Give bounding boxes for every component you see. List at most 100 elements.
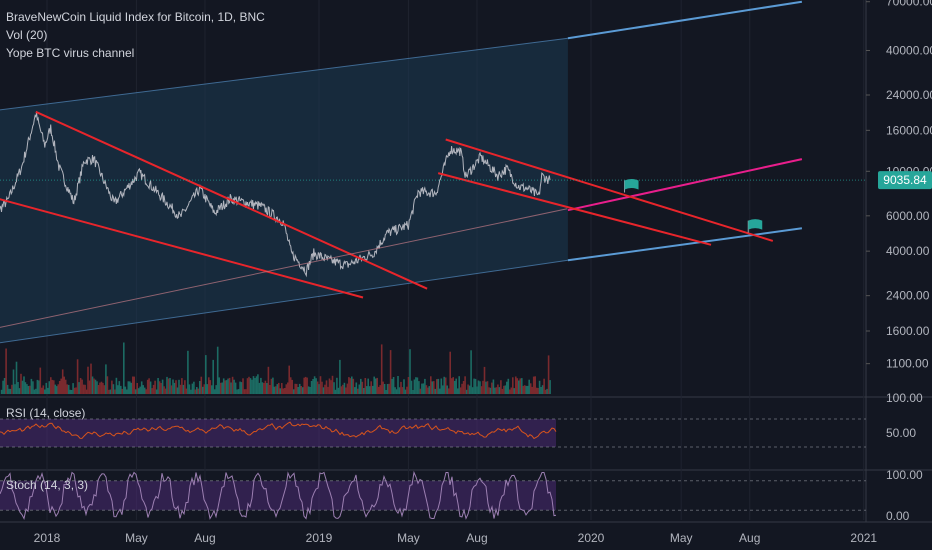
volume-bar [263, 383, 265, 394]
volume-bar [91, 376, 94, 394]
flag-icon[interactable] [624, 178, 639, 193]
volume-bar [330, 380, 332, 394]
volume-bar [328, 378, 331, 394]
volume-bar [345, 387, 347, 394]
volume-bar [483, 366, 486, 394]
trend-line-upper-short [445, 138, 774, 242]
volume-bar [199, 381, 201, 394]
volume-bar [172, 379, 174, 394]
volume-bar [370, 381, 372, 394]
volume-bar [158, 381, 161, 394]
volume-bar [60, 378, 62, 394]
volume-bar [8, 388, 10, 394]
volume-bar [297, 387, 299, 394]
volume-bar [289, 377, 292, 394]
volume-bar [231, 376, 234, 394]
volume-bar [36, 379, 39, 394]
volume-bar [535, 387, 538, 394]
volume-bar [449, 351, 451, 394]
volume-bar [546, 388, 548, 394]
volume-bar [108, 389, 110, 394]
volume-bar [433, 381, 435, 394]
volume-bar [547, 355, 550, 394]
volume-bar [181, 378, 183, 394]
price-tick-label: 1600.00 [886, 324, 930, 338]
last-price-tag: 9035.84 [878, 171, 932, 190]
flag-icon[interactable] [747, 219, 763, 233]
time-tick-label: 2021 [850, 531, 877, 545]
price-tick-label: 16000.00 [886, 123, 932, 137]
volume-bar [494, 387, 496, 394]
volume-bar [395, 389, 398, 394]
volume-bar [409, 349, 411, 394]
volume-bar [163, 386, 165, 394]
volume-bar [307, 386, 310, 394]
volume-bar [109, 389, 112, 394]
volume-bar [102, 382, 104, 394]
volume-bar [148, 378, 150, 394]
volume-bar [309, 387, 311, 394]
volume-bar [421, 383, 423, 394]
volume-bar [9, 388, 12, 394]
volume-bar [266, 383, 268, 394]
volume-bar [368, 386, 371, 394]
volume-bar [319, 376, 322, 394]
volume-bar [504, 385, 507, 394]
volume-bar [48, 381, 51, 394]
volume-bar [529, 383, 532, 394]
trend-line-upper-long [35, 110, 428, 290]
volume-bar [21, 380, 24, 394]
volume-bar [196, 387, 198, 394]
volume-bar [155, 389, 158, 394]
volume-bar [461, 383, 463, 394]
volume-bar [464, 376, 466, 394]
volume-bar [473, 378, 475, 394]
volume-bar [222, 378, 225, 394]
volume-bar [306, 377, 308, 394]
volume-bar [14, 384, 16, 394]
volume-bar [403, 379, 405, 394]
volume-bar [117, 385, 119, 394]
volume-bar [275, 386, 277, 394]
volume-bar [228, 377, 231, 394]
indicator-legend: Yope BTC virus channel [6, 46, 135, 60]
volume-bar [361, 381, 364, 394]
volume-bar [476, 386, 478, 394]
volume-bar [261, 382, 264, 394]
volume-bar [270, 378, 273, 394]
volume-bar [523, 385, 526, 394]
volume-bar [276, 384, 279, 394]
time-tick-label: Aug [466, 531, 487, 545]
volume-bar [528, 379, 530, 394]
volume-bar [498, 387, 501, 394]
price-tick-label: 24000.00 [886, 88, 932, 102]
volume-bar [30, 378, 33, 394]
volume-bar [543, 378, 545, 394]
volume-bar [397, 376, 399, 394]
volume-bar [194, 389, 197, 394]
volume-bar [540, 387, 542, 394]
volume-bar [15, 361, 18, 394]
volume-bar [288, 365, 290, 394]
volume-bar [42, 385, 45, 394]
volume-bar [149, 381, 152, 394]
volume-bar [519, 378, 522, 394]
volume-bar [495, 387, 498, 394]
volume-bar [212, 359, 214, 394]
volume-bar [26, 384, 28, 394]
volume-bar [339, 359, 341, 394]
time-tick-label: May [670, 531, 693, 545]
volume-bar [240, 382, 243, 394]
volume-bar [41, 387, 43, 394]
volume-bar [367, 378, 369, 394]
volume-bar [380, 344, 383, 394]
volume-bar [191, 383, 194, 394]
volume-bar [455, 378, 457, 394]
volume-bar [133, 376, 135, 394]
volume-bar [537, 388, 539, 394]
volume-bar [383, 384, 386, 394]
volume-bar [75, 387, 77, 394]
volume-bar [151, 388, 153, 394]
volume-bar [258, 382, 261, 394]
